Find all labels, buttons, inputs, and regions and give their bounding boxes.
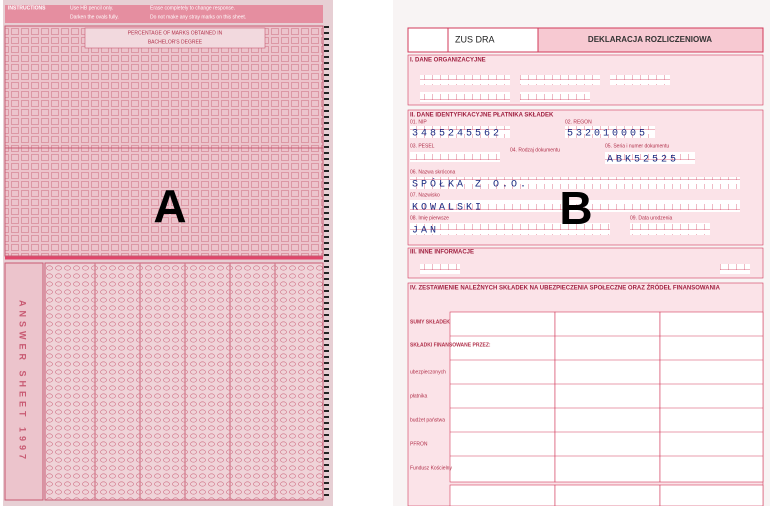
field-label: 03. PESEL <box>410 143 435 149</box>
row-label: ubezpieczonych <box>410 369 446 375</box>
row-label: płatnika <box>410 393 427 399</box>
field-label: 05. Seria i numer dokumentu <box>605 143 669 149</box>
row-label: SUMY SKŁADEK <box>410 319 450 325</box>
instruction: Darken the ovals fully. <box>70 14 119 20</box>
panel-label: A <box>153 180 186 232</box>
side-title: ANSWER SHEET 1997 <box>18 300 28 463</box>
handwritten-entry: 532010005 <box>567 129 648 140</box>
panel-label: B <box>559 182 592 234</box>
form-b: ZUS DRA DEKLARACJA ROZLICZENIOWA I. DANE… <box>393 0 770 506</box>
form-code: ZUS DRA <box>455 34 495 44</box>
handwritten-entry: 3485245562 <box>412 129 502 140</box>
field-label: 06. Nazwa skrócona <box>410 169 456 175</box>
instruction: Do not make any stray marks on this shee… <box>150 14 246 20</box>
section-title: IV. ZESTAWIENIE NALEŻNYCH SKŁADEK NA UBE… <box>410 284 721 292</box>
row-label: Fundusz Kościelny <box>410 465 452 471</box>
header: INSTRUCTIONS <box>8 5 46 11</box>
instruction: Use HB pencil only. <box>70 5 113 11</box>
section-title: I. DANE ORGANIZACYJNE <box>410 58 486 64</box>
field-label: 02. REGON <box>565 119 592 125</box>
field-label: 07. Nazwisko <box>410 192 440 198</box>
handwritten-entry: SPÓŁKA Z O.O. <box>412 177 529 191</box>
form-a: INSTRUCTIONS Use HB pencil only. Darken … <box>3 0 333 506</box>
field-label: 09. Data urodzenia <box>630 215 672 221</box>
row-label: SKŁADKI FINANSOWANE PRZEZ: <box>410 342 491 348</box>
section-title: III. INNE INFORMACJE <box>410 250 474 256</box>
table-title: PERCENTAGE OF MARKS OBTAINED IN <box>128 30 223 36</box>
field-label: 04. Rodzaj dokumentu <box>510 147 560 153</box>
section-title: II. DANE IDENTYFIKACYJNE PŁATNIKA SKŁADE… <box>410 113 554 119</box>
form-title: DEKLARACJA ROZLICZENIOWA <box>588 35 712 44</box>
degree: BACHELOR'S DEGREE <box>148 39 203 45</box>
instruction: Erase completely to change response. <box>150 5 235 11</box>
handwritten-entry: KOWALSKI <box>412 203 484 214</box>
row-label: budżet państwa <box>410 417 445 423</box>
row-label: PFRON <box>410 441 428 447</box>
handwritten-entry: JAN <box>412 226 439 237</box>
field-label: 01. NIP <box>410 119 427 125</box>
handwritten-entry: ABK52525 <box>607 155 679 166</box>
field-label: 08. Imię pierwsze <box>410 215 449 221</box>
